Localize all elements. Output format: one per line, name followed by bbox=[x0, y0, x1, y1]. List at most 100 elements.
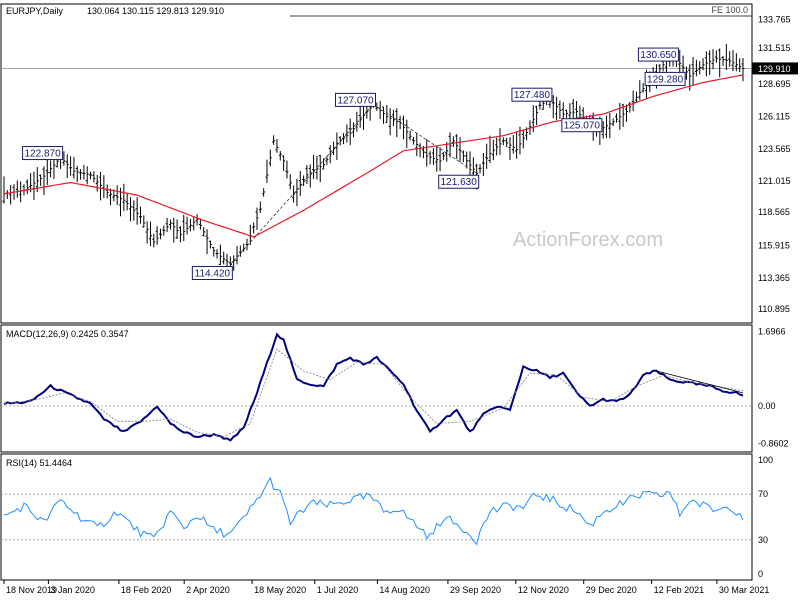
ohlc-bar bbox=[408, 130, 412, 141]
ohlc-bar bbox=[605, 115, 609, 139]
rsi-title: RSI(14) 51.4464 bbox=[6, 458, 72, 468]
ohlc-bar bbox=[95, 174, 99, 192]
ohlc-bar bbox=[511, 134, 515, 154]
ohlc-bar bbox=[538, 100, 542, 110]
ohlc-bar bbox=[405, 119, 409, 148]
pivot-label-box bbox=[22, 146, 64, 161]
x-tick-label: 12 Nov 2020 bbox=[518, 585, 569, 595]
ohlc-bar bbox=[49, 160, 53, 178]
ohlc-bar bbox=[148, 221, 152, 247]
ohlc-bar bbox=[465, 151, 469, 169]
ohlc-bar bbox=[305, 165, 309, 184]
ohlc-bar bbox=[555, 96, 559, 121]
x-tick-label: 2 Apr 2020 bbox=[186, 585, 230, 595]
pivot-label: 129.280 bbox=[644, 71, 686, 86]
ohlc-bar bbox=[255, 207, 259, 230]
ohlc-bar bbox=[445, 142, 449, 162]
pivot-label-text: 121.630 bbox=[441, 177, 478, 188]
ohlc-bar bbox=[109, 188, 113, 206]
pivot-label-box bbox=[637, 47, 679, 62]
moving-average-line bbox=[3, 74, 744, 238]
ohlc-bar bbox=[395, 108, 399, 138]
ohlc-bar bbox=[185, 216, 189, 235]
ohlc-bar bbox=[704, 51, 708, 77]
ohlc-bar bbox=[165, 217, 169, 232]
rsi-line bbox=[3, 476, 744, 546]
ohlc-bar bbox=[89, 171, 93, 180]
ohlc-bar bbox=[158, 228, 162, 240]
ohlc-bar bbox=[65, 154, 69, 179]
pivot-label-text: 125.070 bbox=[564, 121, 601, 132]
ohlc-bar bbox=[292, 185, 296, 203]
ohlc-bar bbox=[85, 166, 89, 185]
pivot-label-text: 130.650 bbox=[640, 50, 677, 61]
ohlc-bar bbox=[99, 171, 103, 201]
ohlc-bar bbox=[508, 137, 512, 160]
ohlc-bar bbox=[212, 247, 216, 257]
ohlc-bar bbox=[275, 139, 279, 153]
ohlc-bar bbox=[138, 206, 142, 224]
ohlc-bar bbox=[718, 48, 722, 78]
ohlc-bar bbox=[731, 50, 735, 72]
rsi-y-tick: 0 bbox=[758, 569, 763, 579]
ohlc-bar bbox=[521, 129, 525, 149]
ohlc-bar bbox=[678, 49, 682, 76]
x-tick-label: 3 Jan 2020 bbox=[50, 585, 95, 595]
ohlc-bar bbox=[615, 113, 619, 123]
pivot-label: 127.070 bbox=[335, 92, 376, 107]
ohlc-bar bbox=[621, 103, 625, 127]
ohlc-bar bbox=[258, 201, 262, 214]
ohlc-bar bbox=[728, 51, 732, 67]
price-y-tick: 115.915 bbox=[758, 241, 790, 251]
rsi-pane: RSI(14) 51.4464 100 70 30 0 bbox=[1, 455, 773, 579]
ohlc-bar bbox=[415, 132, 419, 157]
ohlc-bar bbox=[641, 83, 645, 93]
ohlc-bar bbox=[698, 61, 702, 75]
rsi-y-tick: 70 bbox=[758, 489, 768, 499]
x-tick-label: 18 Nov 2019 bbox=[6, 585, 57, 595]
ohlc-bar bbox=[39, 174, 43, 186]
ohlc-bar bbox=[72, 156, 76, 179]
current-price-box bbox=[752, 62, 798, 75]
ohlc-bar bbox=[208, 240, 212, 249]
ohlc-bar bbox=[355, 111, 359, 132]
price-y-tick: 118.565 bbox=[758, 207, 790, 217]
ohlc-bar bbox=[175, 219, 179, 239]
ohlc-bar bbox=[222, 251, 226, 265]
macd-y-tick: 1.6966 bbox=[758, 327, 786, 337]
ohlc-bar bbox=[348, 118, 352, 146]
price-y-tick: 128.695 bbox=[758, 79, 791, 89]
pivot-label-text: 127.480 bbox=[514, 90, 551, 101]
ohlc-bar bbox=[152, 233, 156, 248]
fe-label: FE 100.0 bbox=[711, 5, 748, 15]
ohlc-bar bbox=[315, 156, 319, 180]
ohlc-bar bbox=[328, 145, 332, 164]
ohlc-bar bbox=[278, 151, 282, 161]
ohlc-bar bbox=[115, 185, 119, 206]
ohlc-bar bbox=[741, 57, 745, 82]
rsi-y-tick: 30 bbox=[758, 535, 768, 545]
ohlc-bar bbox=[634, 91, 638, 103]
ohlc-bar bbox=[285, 160, 289, 179]
x-tick-label: 30 Mar 2021 bbox=[719, 585, 770, 595]
ohlc-bar bbox=[45, 159, 49, 185]
ohlc-bar bbox=[485, 143, 489, 169]
ohlc-bar bbox=[188, 218, 192, 232]
price-y-tick: 113.365 bbox=[758, 273, 790, 283]
pivot-label-box bbox=[644, 71, 686, 86]
ohlc-bar bbox=[491, 139, 495, 161]
ohlc-bar bbox=[721, 55, 725, 66]
ohlc-bar bbox=[358, 104, 362, 128]
price-y-tick: 126.115 bbox=[758, 111, 790, 121]
ohlc-bar bbox=[515, 132, 519, 159]
ohlc-bar bbox=[25, 179, 29, 195]
ohlc-bar bbox=[535, 105, 539, 126]
ohlc-bar bbox=[168, 219, 172, 230]
ohlc-bar bbox=[325, 155, 329, 165]
ohlc-bar bbox=[388, 108, 392, 136]
ohlc-bar bbox=[92, 171, 96, 183]
current-price-marker: 129.910 bbox=[752, 62, 798, 75]
ohlc-bar bbox=[498, 128, 502, 155]
